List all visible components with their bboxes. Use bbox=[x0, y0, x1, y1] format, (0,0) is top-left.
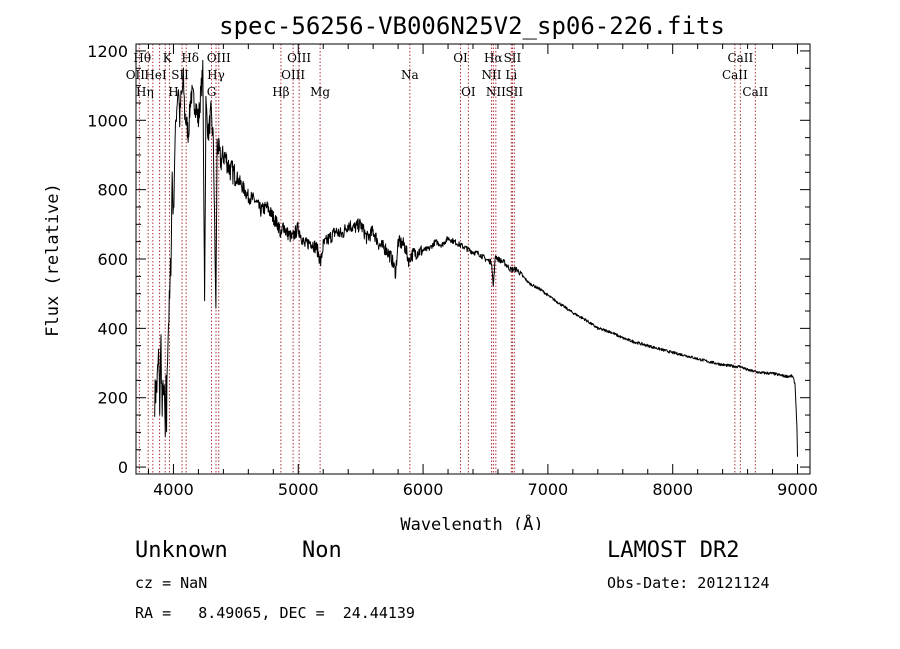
line-marker-label: OIII bbox=[287, 51, 311, 65]
x-tick-label: 5000 bbox=[278, 480, 319, 499]
x-tick-label: 6000 bbox=[403, 480, 444, 499]
line-marker-label: NII bbox=[486, 85, 506, 99]
y-axis-label: Flux (relative) bbox=[43, 183, 63, 337]
line-marker-label: OIII bbox=[281, 68, 305, 82]
line-marker-label: SII bbox=[505, 85, 523, 99]
emission-line-labels: OII Hθ Hη HeI K H SII Hδ G Hγ OIII Hβ OIII OIII Mg Na OI… bbox=[126, 51, 769, 99]
line-marker-label: SII bbox=[504, 51, 522, 65]
line-marker-label: H bbox=[168, 85, 178, 99]
line-marker-label: CaII bbox=[742, 85, 768, 99]
line-marker-label: G bbox=[207, 85, 217, 99]
y-tick-label: 1200 bbox=[87, 42, 128, 61]
line-marker-label: CaII bbox=[727, 51, 753, 65]
plot-frame bbox=[135, 43, 811, 475]
y-tick-label: 400 bbox=[97, 319, 128, 338]
line-marker-label: Na bbox=[401, 68, 419, 82]
line-marker-label: HeI bbox=[144, 68, 167, 82]
line-marker-label: CaII bbox=[722, 68, 748, 82]
emission-line-markers bbox=[138, 44, 756, 474]
line-marker-label: OI bbox=[453, 51, 468, 65]
line-marker-label: K bbox=[163, 51, 173, 65]
line-marker-label: SII bbox=[171, 68, 189, 82]
line-marker-label: OIII bbox=[207, 51, 231, 65]
line-marker-label: OII bbox=[126, 68, 146, 82]
y-tick-label: 1000 bbox=[87, 111, 128, 130]
line-marker-label: Mg bbox=[310, 85, 330, 99]
redshift: cz = NaN bbox=[135, 574, 208, 592]
object-class: Unknown bbox=[135, 538, 228, 563]
axis-ticks: 4000 5000 6000 7000 8000 9000 0 200 400 600 800 100… bbox=[87, 42, 818, 499]
survey-name: LAMOST DR2 bbox=[607, 538, 740, 563]
chart-title: spec-56256-VB006N25V2_sp06-226.fits bbox=[219, 12, 725, 40]
line-marker-label: Hδ bbox=[181, 51, 199, 65]
x-tick-label: 7000 bbox=[528, 480, 569, 499]
object-subclass: Non bbox=[302, 538, 342, 563]
spectrum-chart: 4000 5000 6000 7000 8000 9000 0 200 400 600 800 100… bbox=[43, 12, 818, 530]
coordinates: RA = 8.49065, DEC = 24.44139 bbox=[135, 604, 415, 622]
x-tick-label: 4000 bbox=[153, 480, 194, 499]
line-marker-label: Hη bbox=[136, 85, 154, 99]
line-marker-label: Hβ bbox=[272, 85, 289, 99]
line-marker-label: Hθ bbox=[133, 51, 151, 65]
y-tick-label: 600 bbox=[97, 250, 128, 269]
line-marker-label: NII bbox=[481, 68, 501, 82]
x-tick-label: 9000 bbox=[777, 480, 818, 499]
line-marker-label: Hα bbox=[484, 51, 503, 65]
y-tick-label: 800 bbox=[97, 181, 128, 200]
x-tick-label: 8000 bbox=[652, 480, 693, 499]
line-marker-label: Li bbox=[505, 68, 517, 82]
line-marker-label: OI bbox=[461, 85, 476, 99]
y-tick-label: 0 bbox=[118, 458, 128, 477]
obs-date: Obs-Date: 20121124 bbox=[607, 574, 770, 592]
spectrum-line bbox=[154, 59, 798, 457]
x-axis-label: Wavelength (Å) bbox=[400, 513, 543, 530]
line-marker-label: Hγ bbox=[207, 68, 225, 82]
y-tick-label: 200 bbox=[97, 389, 128, 408]
